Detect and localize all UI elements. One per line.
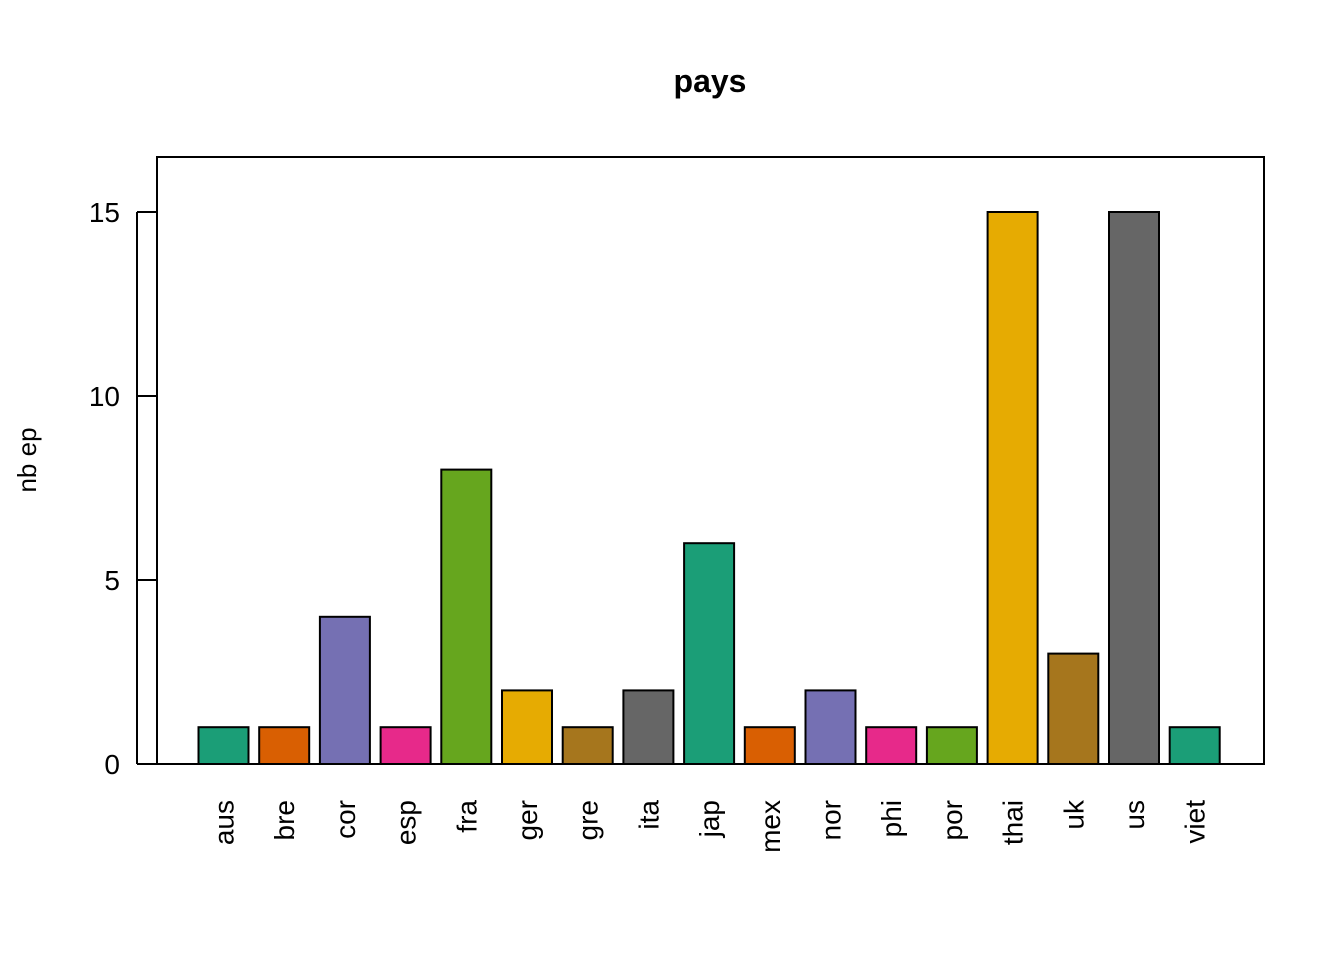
x-tick-label-bre: bre [269, 800, 300, 840]
x-tick-label-ita: ita [633, 800, 664, 830]
x-tick-label-aus: aus [209, 800, 240, 845]
x-tick-label-ger: ger [512, 800, 543, 840]
x-tick-label-jap: jap [694, 800, 725, 838]
x-tick-label-fra: fra [451, 800, 482, 833]
bar-fra [440, 468, 493, 765]
y-tick-label: 10 [89, 381, 120, 412]
chart-title: pays [674, 63, 747, 99]
bar-jap [683, 542, 736, 766]
y-tick-label: 15 [89, 197, 120, 228]
bar-us [1108, 211, 1160, 765]
bars [197, 211, 1221, 766]
bar-gre [561, 726, 614, 766]
bar-aus [197, 726, 250, 766]
x-tick-label-gre: gre [573, 800, 604, 840]
y-tick-label: 0 [104, 749, 120, 780]
bar-uk [1047, 652, 1100, 765]
bar-ger [501, 689, 553, 766]
x-tick-label-uk: uk [1058, 799, 1089, 830]
x-tick-label-por: por [937, 800, 968, 840]
x-tick-label-thai: thai [998, 800, 1029, 845]
x-tick-label-esp: esp [391, 800, 422, 845]
bar-phi [865, 726, 918, 766]
bar-nor [804, 689, 857, 766]
bar-thai [986, 211, 1039, 765]
x-tick-label-cor: cor [330, 800, 361, 839]
x-tick-label-us: us [1119, 800, 1150, 830]
bar-por [925, 726, 978, 766]
x-tick-label-nor: nor [816, 800, 847, 840]
x-tick-label-mex: mex [755, 800, 786, 853]
bar-ita [622, 689, 675, 766]
y-axis: 0 5 10 15 [89, 197, 157, 780]
bar-cor [318, 615, 371, 765]
y-axis-label: nb ep [12, 427, 42, 492]
x-tick-label-viet: viet [1180, 800, 1211, 844]
y-tick-label: 5 [104, 565, 120, 596]
bar-viet [1168, 726, 1221, 766]
x-tick-labels: aus bre cor esp fra ger gre ita jap mex nor phi por t… [209, 799, 1211, 853]
bar-mex [743, 726, 796, 766]
bar-bre [258, 726, 311, 766]
x-tick-label-phi: phi [876, 800, 907, 837]
bar-esp [379, 726, 432, 766]
